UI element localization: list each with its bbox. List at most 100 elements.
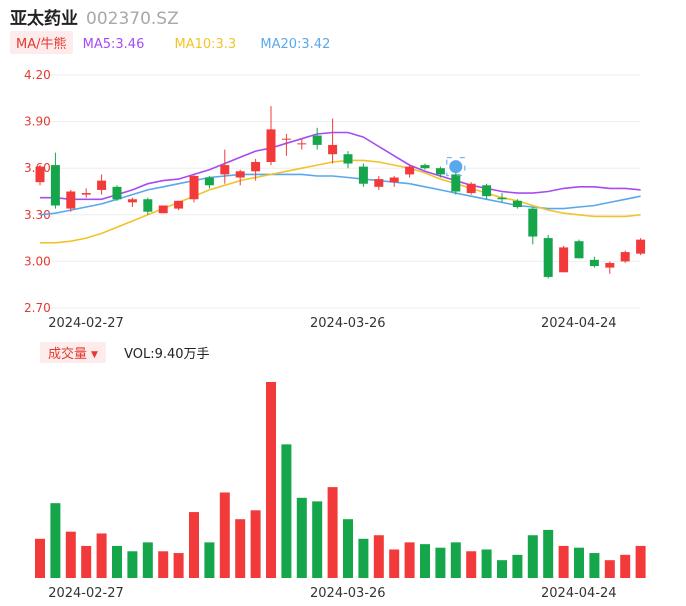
candle-body <box>374 179 384 187</box>
candle-body <box>512 200 522 208</box>
candle-body <box>158 205 168 214</box>
event-marker-frame <box>446 157 466 177</box>
candle-body <box>220 165 230 175</box>
x-tick-label: 2024-04-24 <box>541 316 617 331</box>
volume-bar <box>450 542 461 578</box>
candlestick-series <box>35 106 646 279</box>
candle-body <box>297 143 307 145</box>
volume-selector-button[interactable]: 成交量 ▼ <box>40 342 106 363</box>
event-marker-icon <box>449 160 463 174</box>
title-row: 亚太药业 002370.SZ <box>10 4 179 29</box>
price-grid <box>40 74 640 309</box>
event-marker[interactable] <box>446 157 466 177</box>
candle-body <box>420 165 430 169</box>
volume-bar <box>358 538 369 578</box>
candle-body <box>328 144 338 155</box>
y-tick-label: 3.00 <box>24 254 51 268</box>
price-x-axis: 2024-02-27 2024-03-26 2024-04-24 <box>48 316 616 331</box>
ma-legend: MA/牛熊 MA5:3.46 MA10:3.3 MA20:3.42 <box>10 31 330 55</box>
candle-body <box>466 183 476 194</box>
y-tick-label: 2.70 <box>24 301 51 315</box>
candle-body <box>543 238 553 277</box>
volume-bar <box>158 551 169 578</box>
stock-name: 亚太药业 <box>10 9 78 29</box>
volume-bar <box>173 553 184 578</box>
candle-body <box>251 161 261 172</box>
candle-body <box>174 200 184 209</box>
volume-series <box>35 382 646 578</box>
volume-x-axis: 2024-02-27 2024-03-26 2024-04-24 <box>48 586 616 601</box>
candle-body <box>358 166 368 184</box>
candle-body <box>281 138 291 140</box>
volume-bar <box>50 503 61 578</box>
volume-bar <box>558 545 569 578</box>
candle-body <box>112 186 122 200</box>
ma5-line <box>40 131 641 201</box>
volume-bar <box>512 554 523 578</box>
volume-bar <box>466 551 477 578</box>
volume-bar <box>389 549 400 578</box>
candle-body <box>559 247 569 273</box>
volume-value: VOL:9.40万手 <box>124 347 210 362</box>
volume-bar <box>435 547 446 578</box>
volume-bar <box>296 497 307 578</box>
volume-bar <box>404 542 415 578</box>
volume-bar <box>420 544 430 578</box>
volume-bar <box>250 510 261 578</box>
volume-bar <box>204 542 215 578</box>
candle-body <box>50 165 60 206</box>
y-tick-label: 3.90 <box>24 115 51 129</box>
candle-body <box>312 135 322 145</box>
volume-bar <box>481 549 492 578</box>
candle-body <box>451 174 461 192</box>
volume-bar <box>343 519 353 578</box>
candle-body <box>574 241 584 259</box>
candle-body <box>35 166 45 183</box>
volume-bar <box>127 551 138 578</box>
stock-code: 002370.SZ <box>86 9 179 29</box>
x-tick-label: 2024-02-27 <box>48 316 124 331</box>
x-tick-label: 2024-02-27 <box>48 586 124 601</box>
volume-bar <box>266 382 276 578</box>
volume-bar <box>96 533 107 578</box>
price-y-axis: 4.203.903.603.303.002.70 <box>24 68 51 315</box>
volume-bar <box>327 487 338 578</box>
caret-down-icon: ▼ <box>91 350 98 360</box>
candle-body <box>127 199 137 203</box>
volume-label: 成交量 <box>48 347 88 362</box>
candle-body <box>235 171 245 178</box>
y-tick-label: 3.30 <box>24 208 51 222</box>
candle-body <box>143 199 153 212</box>
candle-body <box>589 259 599 267</box>
volume-bar <box>235 519 246 578</box>
candle-body <box>435 168 445 175</box>
volume-bar <box>281 444 292 578</box>
volume-bar <box>543 529 554 578</box>
volume-bar <box>112 545 122 578</box>
volume-bar <box>142 542 153 578</box>
volume-bar <box>635 545 646 578</box>
volume-bar <box>497 560 507 578</box>
candle-body <box>389 177 399 183</box>
volume-bar <box>620 554 631 578</box>
candle-body <box>497 197 507 200</box>
candle-body <box>528 208 538 237</box>
candle-body <box>343 154 353 164</box>
ma-selector-button[interactable]: MA/牛熊 <box>10 31 73 54</box>
ma20-line <box>39 173 641 216</box>
volume-bar <box>527 535 538 578</box>
volume-bar <box>35 538 45 578</box>
volume-legend: 成交量 ▼ VOL:9.40万手 <box>40 342 210 363</box>
volume-bar <box>65 531 76 578</box>
candle-body <box>66 191 76 209</box>
volume-bar <box>604 560 615 578</box>
ma10-legend: MA10:3.3 <box>174 37 237 52</box>
ma20-legend: MA20:3.42 <box>260 37 331 52</box>
candle-body <box>482 185 492 197</box>
candle-body <box>204 177 214 186</box>
volume-bar <box>373 535 384 578</box>
candle-body <box>636 239 646 254</box>
x-tick-label: 2024-04-24 <box>541 586 617 601</box>
volume-bar <box>219 492 230 578</box>
